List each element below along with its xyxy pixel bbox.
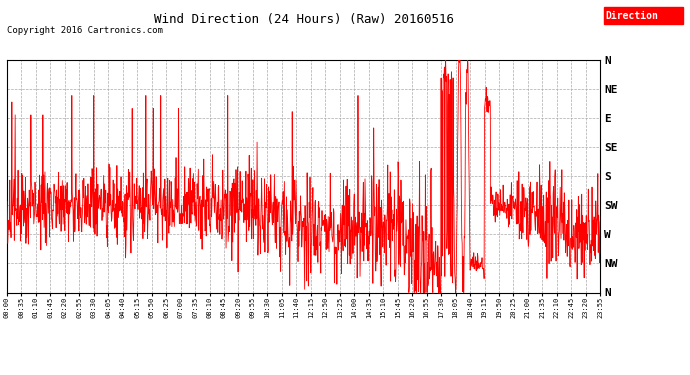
Text: Direction: Direction <box>606 11 659 21</box>
Text: Copyright 2016 Cartronics.com: Copyright 2016 Cartronics.com <box>7 26 163 35</box>
Text: Wind Direction (24 Hours) (Raw) 20160516: Wind Direction (24 Hours) (Raw) 20160516 <box>154 13 453 26</box>
